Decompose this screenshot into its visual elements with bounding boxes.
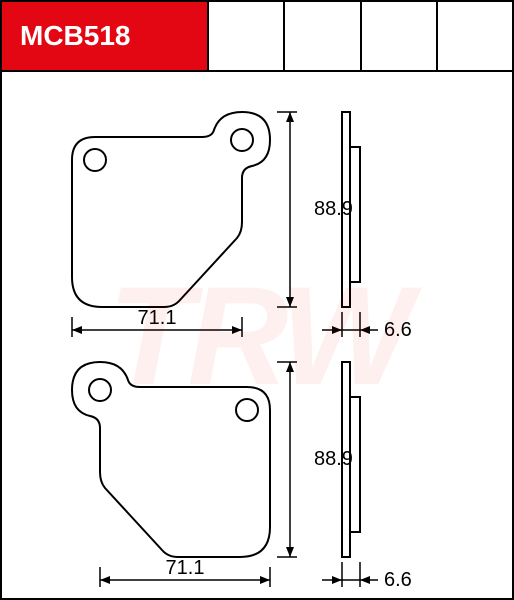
pad-outline: [72, 112, 270, 307]
header-col: [360, 2, 436, 70]
header: MCB518: [2, 2, 512, 72]
pad-drawing-top: 71.1 88.9 6.6: [72, 112, 412, 341]
mounting-hole-icon: [231, 129, 253, 151]
dimension-thickness-label: 6.6: [384, 319, 412, 341]
pad-drawing-bottom: 71.1 88.9 6.6: [72, 362, 412, 591]
mounting-hole-icon: [236, 399, 258, 421]
header-col: [207, 2, 283, 70]
dimension-width-label: 71.1: [138, 307, 177, 329]
page-root: MCB518 TRW: [0, 0, 514, 600]
dimension-width-label: 71.1: [166, 557, 205, 579]
dimension-width: 71.1: [100, 557, 270, 587]
dimension-width: 71.1: [72, 307, 242, 337]
header-col: [436, 2, 512, 70]
technical-drawing-svg: 71.1 88.9 6.6: [2, 72, 512, 600]
mounting-hole-icon: [84, 149, 106, 171]
dimension-thickness: 6.6: [322, 312, 412, 341]
dimension-height-label: 88.9: [314, 448, 353, 470]
mounting-hole-icon: [89, 379, 111, 401]
dimension-thickness-label: 6.6: [384, 569, 412, 591]
pad-outline: [72, 362, 270, 557]
product-code: MCB518: [2, 2, 207, 70]
diagram-area: TRW: [2, 72, 512, 600]
header-columns: [207, 2, 512, 70]
dimension-thickness: 6.6: [322, 562, 412, 591]
dimension-height-label: 88.9: [314, 198, 353, 220]
header-col: [283, 2, 359, 70]
